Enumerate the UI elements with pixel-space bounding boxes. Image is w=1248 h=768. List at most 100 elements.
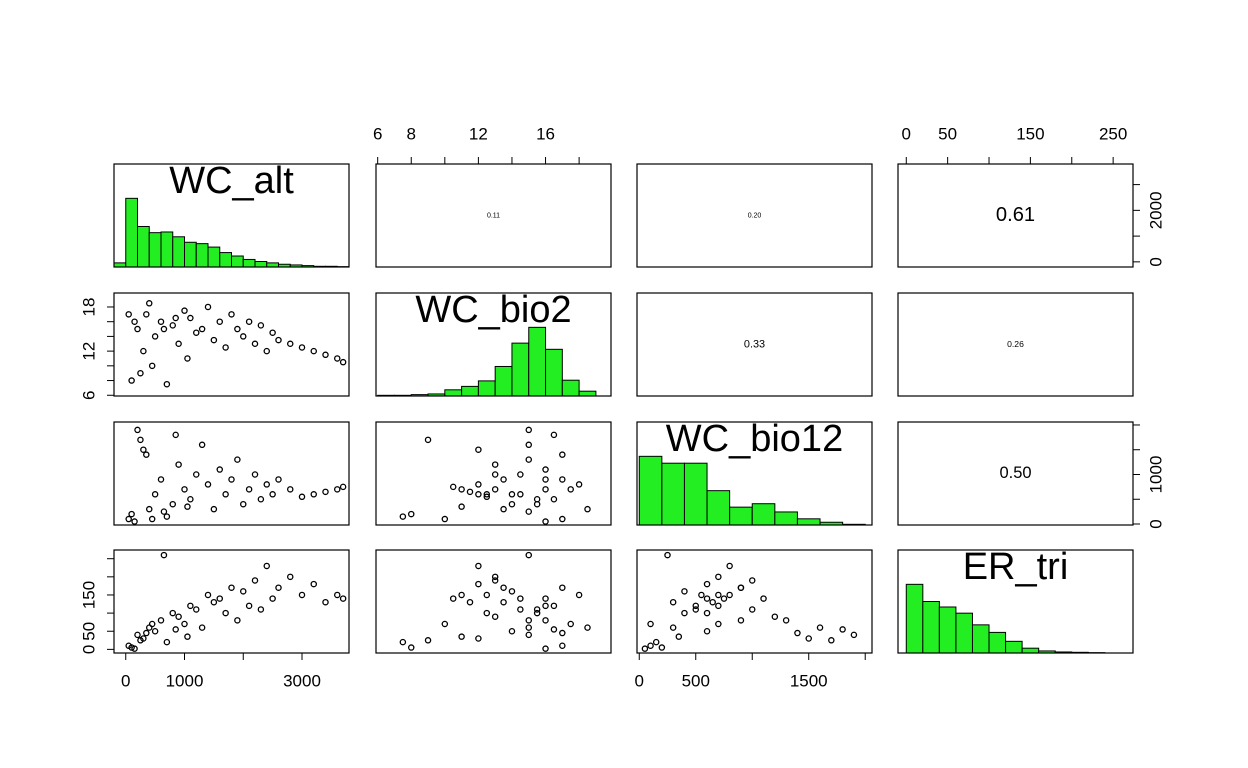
correlation-label: 0.20 [748, 212, 762, 219]
scatter-point [550, 495, 558, 503]
histogram-bar [955, 612, 973, 654]
panel-frame [897, 549, 1134, 654]
x-tick-label: 1000 [166, 671, 204, 690]
scatter-point [441, 620, 449, 628]
scatter-point [483, 493, 491, 501]
panel-frame [636, 421, 873, 526]
panel-frame [113, 292, 350, 397]
histogram-bar [195, 243, 209, 268]
scatter-point [525, 617, 533, 624]
scatter-point [298, 591, 306, 599]
scatter-point [517, 606, 524, 613]
scatter-point [399, 638, 407, 646]
scatter-point [449, 483, 457, 491]
scatter-point [263, 481, 270, 488]
scatter-point [748, 577, 756, 584]
x-tick-label: 12 [469, 124, 488, 143]
variable-label: WC_bio2 [415, 289, 571, 331]
scatter-point [128, 510, 135, 518]
scatter-point [726, 591, 733, 599]
y-tick-label: 2000 [1146, 191, 1165, 229]
scatter-point [192, 329, 200, 336]
scatter-point [816, 624, 824, 631]
scatter-point [559, 642, 566, 649]
scatter-point [251, 340, 259, 348]
scatter-point [187, 314, 194, 322]
scatter-point [533, 609, 541, 617]
scatter-point [175, 340, 182, 348]
x-tick-label: 6 [373, 124, 382, 143]
scatter-point [839, 626, 846, 633]
histogram-bar [971, 624, 990, 654]
scatter-point [263, 562, 270, 570]
scatter-point [575, 591, 583, 599]
scatter-point [483, 591, 491, 599]
scatter-point [559, 476, 566, 483]
scatter-point [251, 577, 259, 584]
scatter-point [234, 617, 241, 624]
scatter-point [664, 551, 671, 559]
scatter-point [198, 325, 206, 333]
panel-frame [113, 549, 350, 654]
scatter-point [228, 311, 235, 318]
scatter-point [245, 486, 253, 493]
scatter-point [184, 503, 191, 510]
scatter-point [542, 595, 549, 602]
histogram-bar [113, 262, 127, 268]
scatter-point [163, 638, 171, 646]
scatter-point [737, 584, 745, 591]
scatter-point [339, 595, 347, 602]
scatter-point [192, 471, 200, 478]
scatter-point [192, 606, 200, 613]
scatter-point [525, 456, 533, 463]
scatter-point [567, 486, 574, 493]
scatter-point [525, 441, 533, 449]
scatter-point [145, 505, 153, 513]
scatter-point [584, 624, 591, 631]
scatter-point [669, 624, 677, 631]
scatter-point [310, 491, 317, 498]
scatter-point [151, 491, 159, 498]
scatter-point [298, 344, 306, 351]
x-tick-label: 16 [536, 124, 555, 143]
scatter-point [715, 620, 722, 628]
histogram-bar [254, 261, 268, 268]
scatter-point [222, 344, 229, 351]
scatter-point [228, 476, 235, 483]
scatter-point [131, 318, 138, 325]
scatter-point [703, 627, 711, 635]
scatter-point [160, 551, 168, 559]
scatter-point [508, 627, 516, 635]
histogram-bar [988, 631, 1007, 654]
scatter-point [805, 635, 812, 642]
scatter-point [169, 500, 176, 508]
scatter-point [187, 495, 194, 503]
panel-frame [113, 163, 350, 268]
y-tick-label: 1000 [1146, 456, 1165, 494]
panel-frame [636, 549, 873, 654]
scatter-point [828, 637, 835, 644]
scatter-point [239, 333, 247, 340]
scatter-point [257, 495, 265, 503]
scatter-point [137, 436, 144, 444]
scatter-point [175, 461, 182, 468]
variable-label: ER_tri [963, 546, 1069, 588]
x-tick-label: 0 [635, 671, 644, 690]
scatter-point [148, 362, 156, 370]
histogram-bar [905, 583, 924, 654]
scatter-point [692, 602, 700, 610]
panel-frame [375, 421, 612, 526]
scatter-point [222, 609, 229, 617]
scatter-point [298, 493, 306, 501]
y-tick-label: 50 [79, 622, 98, 641]
scatter-point [715, 591, 722, 599]
histogram-bar [774, 511, 798, 526]
scatter-point [508, 491, 516, 498]
scatter-point [441, 515, 449, 523]
scatter-point [475, 481, 482, 488]
y-tick-label: 150 [79, 581, 98, 609]
scatter-point [210, 505, 218, 513]
histogram-bar [661, 462, 685, 526]
scatter-point [491, 471, 499, 478]
scatter-point [542, 518, 549, 525]
